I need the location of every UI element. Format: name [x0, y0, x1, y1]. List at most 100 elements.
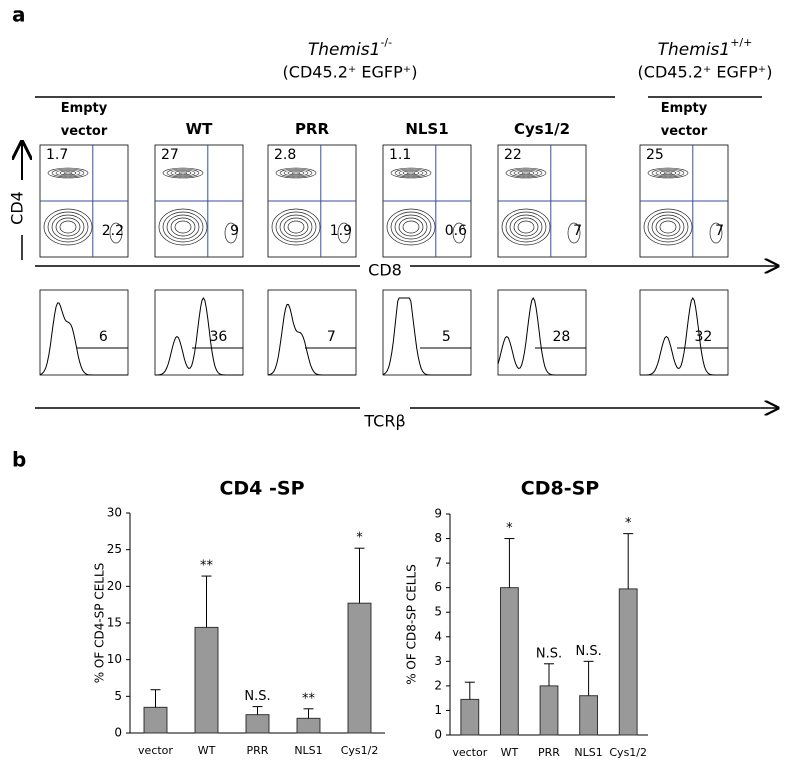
y-tick-label: 15	[107, 616, 122, 630]
bar	[460, 698, 480, 736]
histogram-curve	[640, 296, 728, 376]
contour	[643, 208, 693, 246]
histogram-frame	[497, 289, 587, 376]
contour	[283, 217, 309, 237]
histogram-curve	[39, 302, 128, 376]
contour	[398, 169, 424, 177]
contour	[647, 167, 689, 179]
contour	[567, 222, 581, 244]
x-tick-label: PRR	[538, 746, 560, 759]
x-tick-label: vector	[452, 746, 487, 759]
contour	[174, 170, 192, 176]
x-tick-label: NLS1	[574, 746, 602, 759]
bar	[539, 685, 559, 736]
histogram-curve	[382, 297, 471, 376]
cd4-sp-value: 22	[504, 147, 522, 163]
tcrb-value: 7	[327, 329, 336, 345]
x-axis-label: CD8	[368, 261, 402, 280]
group-subtitle: (CD45.2⁺ EGFP⁺)	[638, 63, 773, 82]
bar	[296, 717, 321, 734]
contour	[43, 208, 93, 246]
contour	[47, 167, 89, 179]
genotype: +/+	[730, 36, 752, 49]
cd8-sp-value: 0.6	[445, 223, 467, 239]
x-tick-label: WT	[501, 746, 519, 759]
bar	[499, 587, 519, 736]
contour	[521, 171, 531, 175]
contour	[659, 170, 677, 176]
contour	[283, 169, 309, 177]
contour	[279, 168, 313, 178]
contour	[275, 211, 317, 243]
cd4-sp-value: 1.7	[46, 147, 68, 163]
contour	[647, 211, 689, 243]
contour	[224, 222, 238, 244]
panel-label: a	[12, 3, 26, 27]
tcrb-value: 5	[442, 329, 451, 345]
contour	[390, 167, 432, 179]
histogram-frame	[382, 289, 472, 376]
y-tick-label: 2	[434, 678, 442, 692]
significance: *	[625, 516, 632, 531]
sample-name: Empty vector	[660, 101, 708, 139]
y-tick-label: 25	[107, 542, 122, 556]
histogram-curve	[497, 296, 586, 376]
contour	[402, 170, 420, 176]
contour	[505, 167, 547, 179]
sample-name: NLS1	[405, 120, 449, 138]
y-axis-label: % OF CD4-SP CELLS	[93, 563, 107, 684]
histogram-frame	[154, 289, 244, 376]
y-tick-label: 0	[434, 728, 442, 742]
y-axis-label: CD4	[8, 191, 27, 225]
contour	[275, 167, 317, 179]
contour	[501, 208, 551, 246]
contour	[651, 214, 685, 240]
contour	[452, 222, 466, 244]
y-tick-label: 9	[434, 507, 442, 521]
cd4-sp-value: 2.8	[274, 147, 296, 163]
contour	[337, 222, 351, 244]
contour	[651, 168, 685, 178]
histogram-frame	[267, 289, 357, 376]
contour	[158, 208, 208, 246]
contour	[517, 170, 535, 176]
contour	[394, 214, 428, 240]
contour	[162, 167, 204, 179]
contour	[279, 214, 313, 240]
contour	[390, 211, 432, 243]
cd4-sp-value: 1.1	[389, 147, 411, 163]
contour	[513, 169, 539, 177]
sample-name: PRR	[294, 120, 330, 138]
contour	[517, 220, 535, 234]
contour	[509, 168, 543, 178]
contour	[63, 171, 73, 175]
bar	[194, 626, 219, 734]
y-tick-label: 4	[434, 629, 442, 643]
tcrb-value: 6	[99, 329, 108, 345]
cd4-sp-value: 27	[161, 147, 179, 163]
significance: *	[356, 531, 363, 546]
cd8-sp-value: 9	[230, 223, 239, 239]
significance: **	[302, 691, 316, 706]
group-title: Themis1-/-	[308, 36, 392, 60]
significance: N.S.	[244, 689, 270, 704]
contour	[55, 217, 81, 237]
contour	[47, 211, 89, 243]
contour	[402, 220, 420, 234]
significance: **	[200, 559, 214, 574]
sample-name: Cys1/2	[513, 120, 571, 138]
tcrb-value: 32	[694, 329, 712, 345]
contour	[509, 214, 543, 240]
contour	[659, 220, 677, 234]
group-title: Themis1+/+	[658, 36, 753, 60]
bar	[245, 714, 270, 734]
contour	[386, 208, 436, 246]
contour	[271, 208, 321, 246]
x-tick-label: WT	[198, 744, 216, 757]
y-tick-label: 6	[434, 580, 442, 594]
chart-title: CD4 -SP	[219, 478, 304, 500]
contour	[398, 217, 424, 237]
y-tick-label: 7	[434, 556, 442, 570]
